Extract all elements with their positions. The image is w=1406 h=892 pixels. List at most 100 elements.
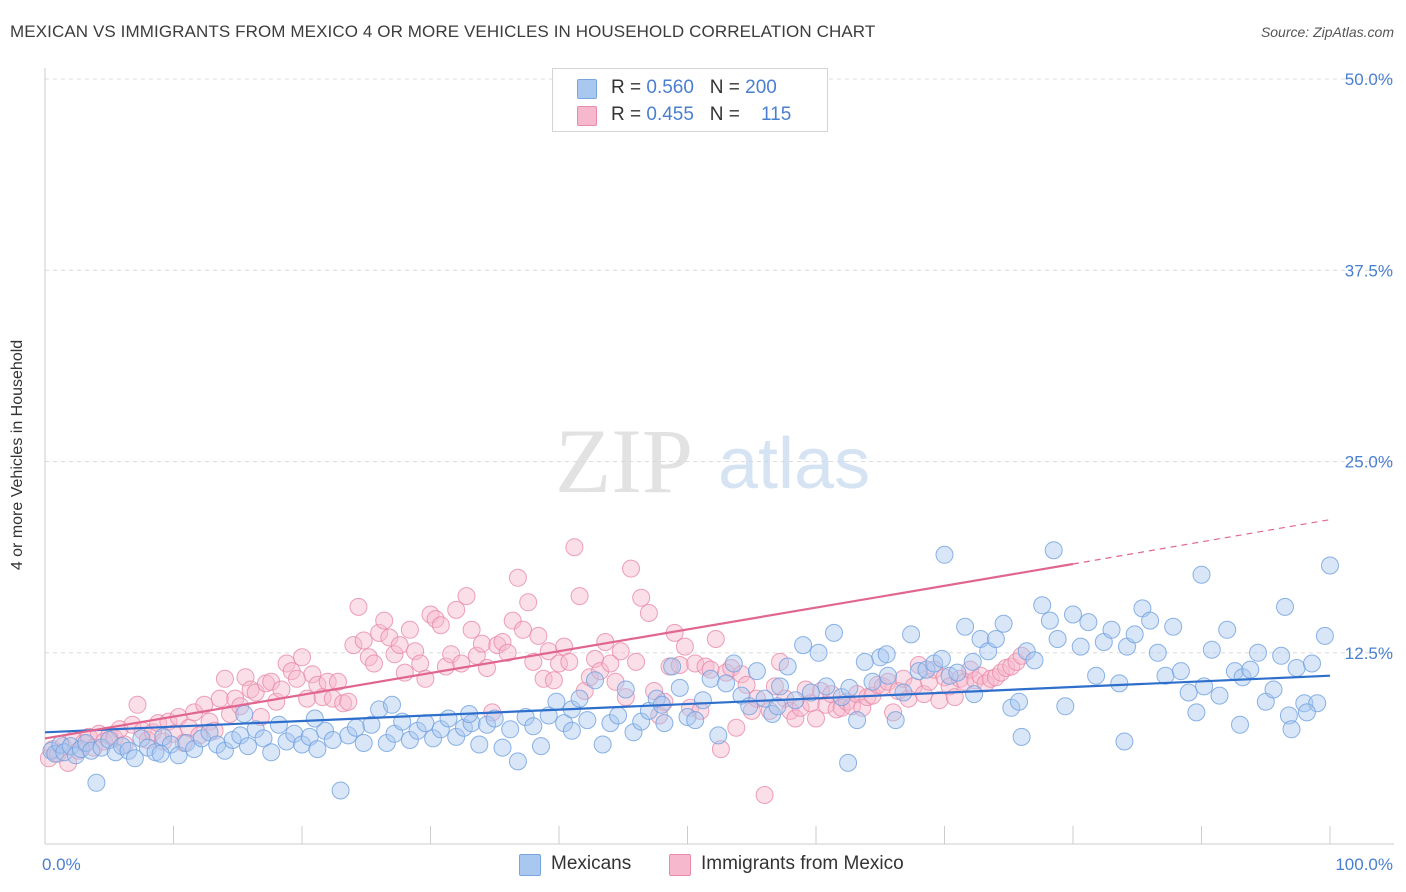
y-tick-label: 12.5% (1345, 644, 1393, 663)
point-mexicans (185, 740, 204, 759)
point-mexicans (1279, 706, 1298, 725)
legend-n-label: N = (709, 104, 746, 125)
point-immigrants (462, 620, 481, 639)
point-mexicans (151, 744, 170, 763)
point-immigrants (560, 652, 579, 671)
point-mexicans (339, 726, 358, 745)
point-mexicans (586, 671, 604, 690)
point-mexicans (1056, 697, 1075, 716)
point-immigrants (503, 611, 522, 630)
point-mexicans (254, 729, 273, 748)
point-immigrants (128, 695, 147, 714)
point-mexicans (547, 692, 566, 711)
point-mexicans (693, 691, 712, 710)
point-mexicans (61, 737, 80, 756)
point-immigrants (400, 620, 419, 639)
point-immigrants (755, 786, 774, 804)
point-mexicans (986, 630, 1005, 648)
point-mexicans (1079, 613, 1098, 632)
point-mexicans (119, 741, 138, 760)
source-label: Source: ZipAtlas.com (1260, 24, 1394, 40)
point-immigrants (611, 642, 630, 661)
point-mexicans (817, 677, 836, 696)
point-immigrants (639, 604, 658, 622)
correlation-legend: R = 0.560 N = 200 R = 0.455 N = 115 (552, 68, 828, 132)
point-immigrants (544, 671, 563, 690)
point-mexicans (1033, 596, 1052, 615)
point-immigrants (706, 630, 725, 648)
point-mexicans (879, 666, 897, 685)
point-mexicans (383, 695, 401, 714)
point-mexicans (1171, 662, 1190, 681)
point-immigrants (930, 691, 949, 710)
point-mexicans (439, 709, 458, 728)
point-immigrants (215, 669, 234, 688)
point-mexicans (1148, 643, 1167, 662)
bottom-legend-label-immigrants: Immigrants from Mexico (701, 853, 904, 874)
point-mexicans (1303, 654, 1321, 673)
point-mexicans (701, 669, 720, 688)
point-mexicans (1164, 617, 1183, 636)
point-mexicans (416, 714, 435, 733)
point-immigrants (580, 668, 599, 687)
point-immigrants (514, 620, 532, 639)
point-immigrants (529, 626, 548, 645)
point-mexicans (285, 724, 304, 743)
point-mexicans (855, 652, 874, 671)
point-immigrants (385, 645, 404, 664)
point-immigrants (287, 669, 306, 688)
trend-lines (44, 519, 1331, 740)
grid-lines (45, 78, 1394, 654)
point-mexicans (593, 735, 612, 754)
point-mexicans (508, 752, 527, 771)
point-mexicans (1287, 659, 1306, 677)
point-mexicans (331, 781, 350, 800)
trend-line-immigrants-extension (1072, 519, 1331, 565)
y-tick-label: 50.0% (1345, 70, 1393, 89)
point-immigrants (591, 662, 610, 681)
point-immigrants (519, 593, 538, 612)
point-immigrants (686, 654, 705, 673)
point-mexicans (1044, 541, 1063, 560)
point-mexicans (963, 652, 982, 671)
point-immigrants (442, 645, 461, 664)
point-mexicans (239, 737, 257, 756)
point-mexicans (1249, 643, 1267, 662)
point-mexicans (362, 715, 381, 734)
point-immigrants (737, 675, 756, 694)
point-mexicans (447, 727, 466, 746)
legend-r-label: R = (611, 77, 647, 98)
point-immigrants (195, 695, 214, 714)
point-mexicans (877, 645, 896, 664)
point-immigrants (616, 688, 635, 707)
point-immigrants (894, 669, 913, 688)
point-mexicans (1064, 605, 1082, 624)
point-mexicans (408, 721, 427, 740)
point-mexicans (235, 705, 254, 723)
point-mexicans (632, 712, 651, 731)
point-mexicans (1025, 651, 1044, 670)
legend-r-label: R = (611, 104, 647, 125)
legend-r-value: 0.560 (646, 77, 694, 98)
point-immigrants (246, 683, 265, 702)
point-mexicans (747, 662, 766, 681)
point-mexicans (354, 734, 373, 752)
point-mexicans (493, 738, 512, 757)
point-immigrants (380, 628, 399, 647)
point-mexicans (1115, 732, 1134, 751)
point-mexicans (1048, 630, 1067, 648)
legend-r-value: 0.455 (646, 104, 694, 125)
point-mexicans (1102, 620, 1121, 639)
point-mexicans (501, 720, 520, 739)
point-mexicans (624, 723, 643, 742)
point-mexicans (670, 678, 689, 697)
point-mexicans (894, 683, 913, 702)
point-mexicans (1231, 715, 1249, 734)
point-mexicans (809, 643, 828, 662)
point-mexicans (1272, 646, 1291, 665)
point-immigrants (925, 660, 944, 679)
point-mexicans (562, 721, 581, 740)
chart-title: MEXICAN VS IMMIGRANTS FROM MEXICO 4 OR M… (10, 22, 876, 41)
point-immigrants (807, 709, 825, 728)
